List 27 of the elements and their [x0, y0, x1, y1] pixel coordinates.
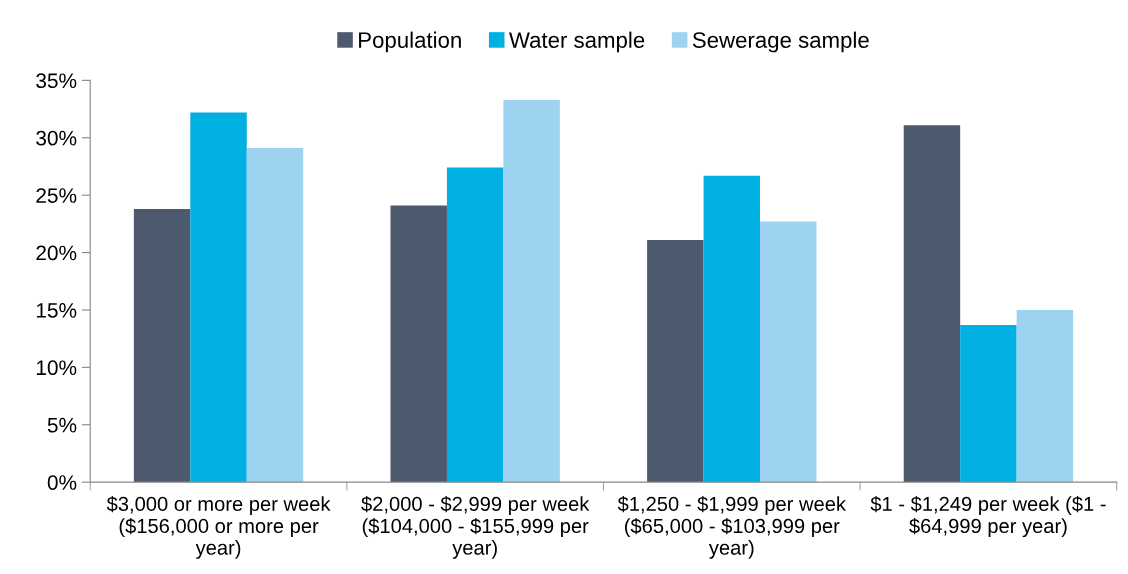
bar [647, 239, 704, 483]
legend-label: Water sample [509, 31, 645, 53]
bar [390, 205, 447, 483]
y-tick-label: 25% [36, 188, 77, 203]
bar [503, 99, 560, 483]
bar [190, 112, 247, 483]
bar [703, 175, 761, 483]
bar [446, 167, 504, 483]
y-tick-label: 0% [47, 475, 77, 490]
x-tick-label: $1 - $1,249 per week ($1 - $64,999 per year) [870, 495, 1106, 538]
bar [133, 208, 191, 483]
bar [760, 221, 817, 483]
y-tick-label: 35% [36, 73, 77, 89]
legend-label: Sewerage sample [692, 31, 869, 53]
bar [246, 148, 304, 483]
x-tick-label: $2,000 - $2,999 per week ($104,000 - $155,999 per year) [361, 495, 590, 559]
legend-label: Population [359, 31, 461, 53]
y-tick-label: 20% [36, 245, 77, 261]
bar [960, 324, 1017, 483]
y-tick-label: 5% [47, 417, 77, 433]
x-tick-label: $3,000 or more per week ($156,000 or more per year) [106, 495, 331, 559]
y-tick-label: 15% [36, 303, 77, 318]
y-tick-label: 10% [36, 360, 77, 376]
x-tick-label: $1,250 - $1,999 per week ($65,000 - $103,999 per year) [617, 495, 847, 559]
bar [903, 125, 961, 483]
bar [1016, 309, 1074, 483]
y-tick-label: 30% [36, 130, 77, 146]
